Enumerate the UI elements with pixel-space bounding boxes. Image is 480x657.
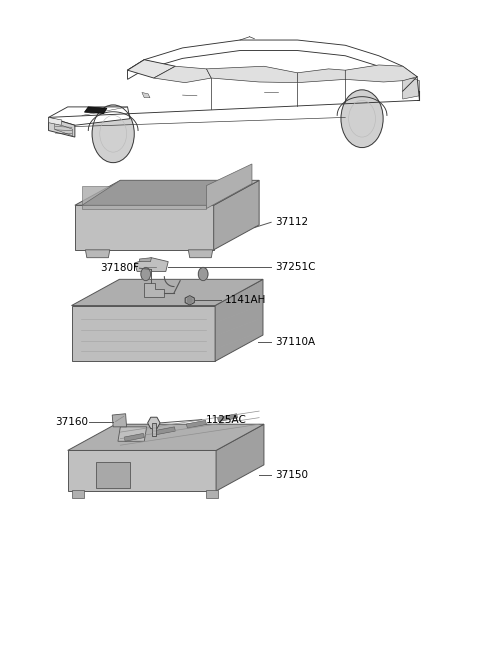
Circle shape [187, 297, 192, 304]
Circle shape [92, 105, 134, 163]
Polygon shape [152, 423, 156, 436]
Polygon shape [72, 279, 263, 306]
Polygon shape [68, 451, 216, 491]
Polygon shape [217, 414, 238, 422]
Polygon shape [345, 65, 417, 82]
Polygon shape [403, 78, 420, 99]
Text: 37112: 37112 [275, 217, 308, 227]
Polygon shape [148, 417, 160, 428]
Polygon shape [82, 185, 206, 208]
Text: 37110A: 37110A [275, 337, 315, 347]
Polygon shape [128, 40, 417, 79]
Circle shape [198, 267, 208, 281]
Polygon shape [186, 420, 206, 428]
Text: 37150: 37150 [275, 470, 308, 480]
Polygon shape [124, 434, 144, 442]
Polygon shape [185, 296, 194, 305]
Polygon shape [144, 283, 164, 297]
Circle shape [341, 90, 383, 148]
Polygon shape [72, 306, 215, 361]
Circle shape [141, 267, 151, 281]
Text: 37160: 37160 [55, 417, 88, 426]
Polygon shape [142, 93, 150, 98]
Polygon shape [298, 69, 345, 83]
Polygon shape [72, 489, 84, 497]
Polygon shape [154, 66, 211, 83]
Text: 1125AC: 1125AC [205, 415, 246, 424]
Polygon shape [96, 462, 130, 487]
Polygon shape [156, 427, 175, 435]
Polygon shape [68, 424, 264, 451]
Polygon shape [188, 250, 213, 258]
Text: 37180F: 37180F [100, 263, 139, 273]
Polygon shape [112, 414, 127, 427]
Polygon shape [206, 164, 252, 208]
Polygon shape [48, 118, 62, 125]
Polygon shape [54, 123, 72, 136]
Polygon shape [206, 66, 298, 83]
Polygon shape [215, 279, 263, 361]
Polygon shape [206, 489, 218, 497]
Polygon shape [85, 250, 110, 258]
Polygon shape [214, 180, 259, 250]
Polygon shape [48, 107, 130, 125]
Polygon shape [75, 180, 259, 205]
Text: 1141AH: 1141AH [225, 295, 266, 306]
Polygon shape [84, 107, 107, 114]
Polygon shape [118, 427, 147, 442]
Polygon shape [128, 60, 175, 78]
Polygon shape [140, 258, 152, 261]
Text: 37251C: 37251C [275, 262, 315, 272]
Polygon shape [216, 424, 264, 491]
Polygon shape [48, 118, 75, 137]
Polygon shape [75, 205, 214, 250]
Polygon shape [82, 180, 252, 205]
Polygon shape [135, 258, 168, 271]
